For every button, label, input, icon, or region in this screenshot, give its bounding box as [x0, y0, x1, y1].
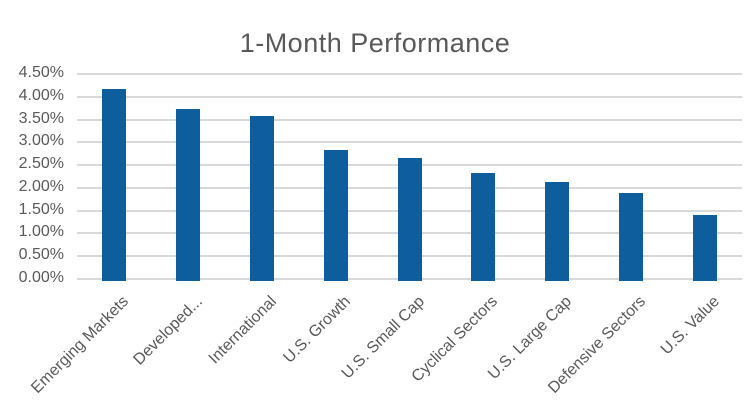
bar-u-s-value	[693, 214, 718, 281]
y-axis-tick-label: 1.00%	[18, 223, 64, 241]
gridline	[77, 95, 742, 98]
gridline	[77, 73, 742, 75]
bar-u-s-large-cap	[545, 181, 570, 281]
x-axis-category-label: Emerging Markets	[28, 293, 132, 397]
y-axis-tick-label: 1.50%	[18, 200, 64, 218]
y-axis-tick-label: 4.50%	[18, 64, 64, 81]
y-axis-tick-label: 2.00%	[18, 177, 64, 195]
bar-u-s-small-cap	[397, 158, 422, 281]
gridline	[77, 141, 742, 144]
bar-international	[249, 115, 274, 281]
chart-title: 1-Month Performance	[239, 28, 511, 58]
y-axis-tick-label: 0.00%	[18, 269, 64, 286]
y-axis-tick-label: 4.00%	[18, 86, 64, 104]
bar-defensive-sectors	[619, 193, 644, 281]
gridline	[77, 118, 742, 121]
bar-emerging-markets	[101, 89, 126, 281]
y-axis-tick-label: 3.50%	[18, 109, 64, 127]
bar-developed	[175, 109, 200, 281]
bar-u-s-growth	[323, 149, 348, 281]
y-axis-tick-label: 3.00%	[18, 132, 64, 150]
bar-cyclical-sectors	[471, 173, 496, 281]
y-axis-tick-label: 0.50%	[18, 246, 64, 264]
y-axis-tick-label: 2.50%	[18, 155, 64, 173]
